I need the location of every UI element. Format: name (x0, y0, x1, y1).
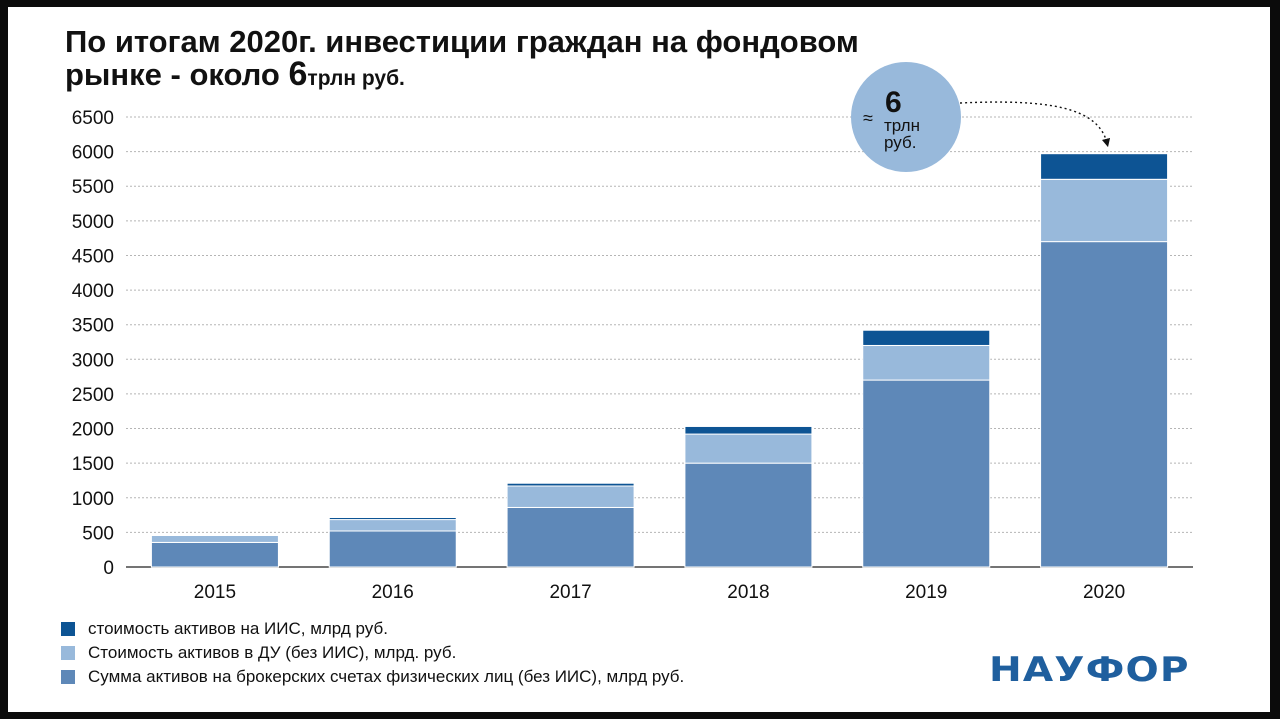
callout-number: 6 (885, 86, 902, 119)
x-tick-label: 2018 (727, 582, 769, 603)
x-tick-label: 2015 (194, 582, 236, 603)
callout-approx: ≈ (863, 108, 873, 128)
y-tick-label: 4500 (72, 246, 114, 267)
legend-swatch-brokerage (61, 670, 75, 684)
y-tick-label: 5000 (72, 212, 114, 233)
callout-bubble: ≈ 6 трлн руб. (851, 62, 1111, 172)
y-tick-label: 2500 (72, 385, 114, 406)
bar-segment-du (862, 344, 991, 381)
bars (150, 153, 1169, 568)
slide: По итогам 2020г. инвестиции граждан на ф… (8, 7, 1270, 712)
legend-label-brokerage: Сумма активов на брокерских счетах физич… (88, 667, 685, 686)
bar-segment-iis (1040, 153, 1169, 180)
bar-segment-du (150, 535, 279, 543)
bar-segment-iis (328, 517, 457, 521)
bar-segment-du (684, 433, 813, 464)
bar-segment-du (328, 519, 457, 532)
bar-segment-du (1040, 178, 1169, 243)
legend-label-iis: стоимость активов на ИИС, млрд руб. (88, 619, 388, 638)
y-tick-label: 3500 (72, 316, 114, 337)
y-axis: 0 500 1000 1500 2000 2500 3000 3500 4000 4500 5000… (72, 108, 1193, 579)
legend-item-brokerage: Сумма активов на брокерских счетах физич… (61, 665, 684, 689)
y-tick-label: 1000 (72, 489, 114, 510)
legend-swatch-du (61, 646, 75, 660)
callout-arrow (959, 101, 1111, 148)
chart-title: По итогам 2020г. инвестиции граждан на ф… (65, 24, 859, 93)
callout-unit-2: руб. (884, 133, 916, 152)
legend-item-iis: стоимость активов на ИИС, млрд руб. (61, 617, 684, 641)
bar-segment-brokerage (1040, 241, 1169, 568)
y-tick-label: 6500 (72, 108, 114, 129)
bar-segment-iis (506, 482, 635, 487)
y-tick-label: 0 (103, 558, 114, 579)
bar-segment-brokerage (684, 462, 813, 568)
x-tick-label: 2019 (905, 582, 947, 603)
x-tick-label: 2020 (1083, 582, 1125, 603)
legend-label-du: Стоимость активов в ДУ (без ИИС), млрд. … (88, 643, 457, 662)
bar-segment-brokerage (328, 530, 457, 568)
x-axis: 2015 2016 2017 2018 2019 2020 (194, 582, 1125, 603)
y-tick-label: 4000 (72, 281, 114, 302)
callout-circle (851, 62, 961, 172)
bar-segment-iis (684, 425, 813, 435)
y-tick-label: 1500 (72, 454, 114, 475)
bar-segment-brokerage (506, 506, 635, 568)
bar-segment-iis (862, 329, 991, 346)
y-tick-label: 5500 (72, 177, 114, 198)
stacked-bar-chart: 0 500 1000 1500 2000 2500 3000 3500 4000 4500 5000… (72, 62, 1193, 603)
y-tick-label: 3000 (72, 350, 114, 371)
y-tick-label: 6000 (72, 143, 114, 164)
naufor-logo: НАУФОР (989, 650, 1190, 690)
x-tick-label: 2017 (549, 582, 591, 603)
y-tick-label: 2000 (72, 420, 114, 441)
legend: стоимость активов на ИИС, млрд руб. Стои… (61, 617, 684, 689)
callout-unit-1: трлн (884, 116, 920, 135)
x-tick-label: 2016 (372, 582, 414, 603)
y-tick-label: 500 (82, 523, 114, 544)
bar-segment-brokerage (862, 379, 991, 568)
bar-segment-brokerage (150, 541, 279, 568)
bar-segment-iis (150, 534, 279, 536)
legend-swatch-iis (61, 622, 75, 636)
bar-segment-du (506, 485, 635, 508)
legend-item-du: Стоимость активов в ДУ (без ИИС), млрд. … (61, 641, 684, 665)
gridlines (126, 116, 1193, 533)
